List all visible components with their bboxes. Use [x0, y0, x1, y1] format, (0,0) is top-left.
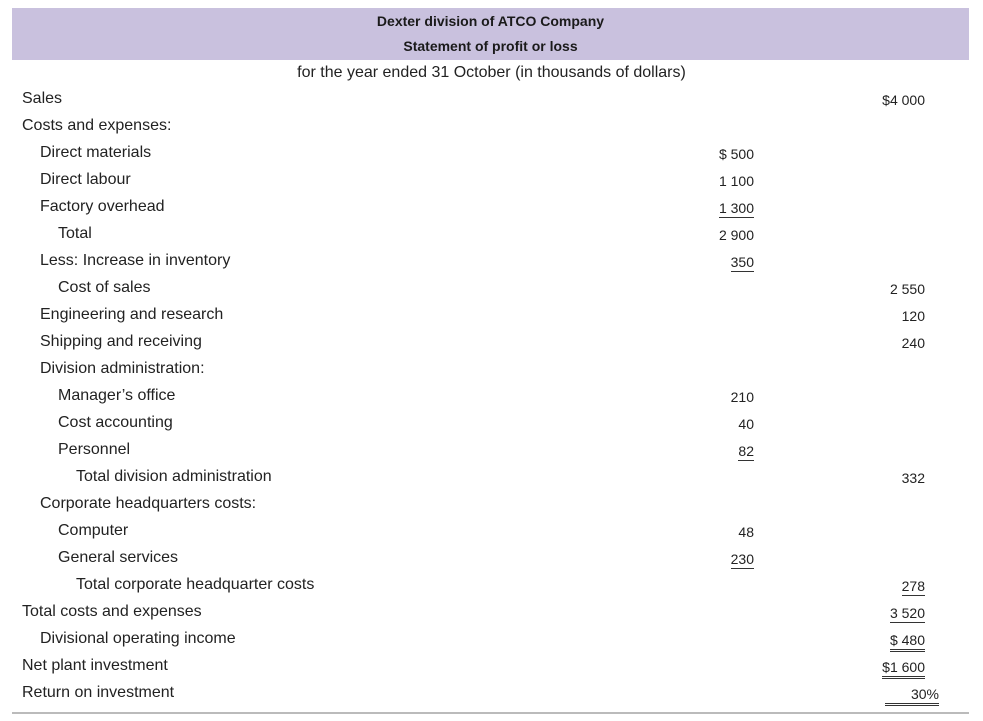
row-label-total-division-admin: Total division administration — [76, 468, 272, 485]
value-direct-materials: $ 500 — [718, 146, 754, 162]
company-title: Dexter division of ATCO Company — [376, 13, 605, 29]
value-engineering-research: 120 — [901, 308, 925, 324]
value-personnel: 82 — [738, 443, 754, 461]
row-label-managers-office: Manager’s office — [58, 387, 176, 404]
row-label-return-on-investment: Return on investment — [22, 684, 175, 701]
value-cost-of-sales: 2 550 — [889, 281, 925, 297]
value-return-on-investment: 30% — [885, 686, 939, 706]
value-increase-inventory: 350 — [730, 254, 754, 272]
value-divisional-operating-income: $ 480 — [889, 632, 925, 652]
row-label-costs-expenses: Costs and expenses: — [22, 117, 172, 134]
row-label-computer: Computer — [58, 522, 129, 539]
row-label-general-services: General services — [58, 549, 179, 566]
value-direct-labour: 1 100 — [718, 173, 754, 189]
row-label-direct-materials: Direct materials — [40, 144, 152, 161]
row-label-division-admin: Division administration: — [40, 360, 205, 377]
value-sales: $4 000 — [882, 92, 925, 108]
row-label-net-plant-investment: Net plant investment — [22, 657, 168, 674]
row-label-total-corporate-hq: Total corporate headquarter costs — [76, 576, 315, 593]
value-managers-office: 210 — [730, 389, 754, 405]
row-label-cost-of-sales: Cost of sales — [58, 279, 151, 296]
value-total: 2 900 — [718, 227, 754, 243]
period-caption: for the year ended 31 October (in thousa… — [297, 64, 686, 81]
value-cost-accounting: 40 — [738, 416, 754, 432]
row-label-engineering-research: Engineering and research — [40, 306, 224, 323]
value-factory-overhead: 1 300 — [718, 200, 754, 218]
row-label-factory-overhead: Factory overhead — [40, 198, 165, 215]
value-computer: 48 — [738, 524, 754, 540]
value-general-services: 230 — [730, 551, 754, 569]
row-label-shipping-receiving: Shipping and receiving — [40, 333, 202, 350]
row-label-cost-accounting: Cost accounting — [58, 414, 173, 431]
row-label-sales: Sales — [22, 90, 63, 107]
row-label-total: Total — [58, 225, 92, 242]
statement-header: Dexter division of ATCO Company Statemen… — [12, 8, 969, 60]
value-net-plant-investment: $1 600 — [882, 659, 925, 679]
row-label-personnel: Personnel — [58, 441, 131, 458]
value-shipping-receiving: 240 — [901, 335, 925, 351]
row-label-direct-labour: Direct labour — [40, 171, 131, 188]
value-total-corporate-hq: 278 — [901, 578, 925, 596]
row-label-corporate-hq-costs: Corporate headquarters costs: — [40, 495, 257, 512]
bottom-rule — [12, 712, 969, 714]
value-total-costs-expenses: 3 520 — [889, 605, 925, 623]
statement-title: Statement of profit or loss — [403, 38, 578, 54]
row-label-increase-inventory: Less: Increase in inventory — [40, 252, 231, 269]
row-label-total-costs-expenses: Total costs and expenses — [22, 603, 202, 620]
row-label-divisional-operating-income: Divisional operating income — [40, 630, 236, 647]
value-total-division-admin: 332 — [901, 470, 925, 486]
